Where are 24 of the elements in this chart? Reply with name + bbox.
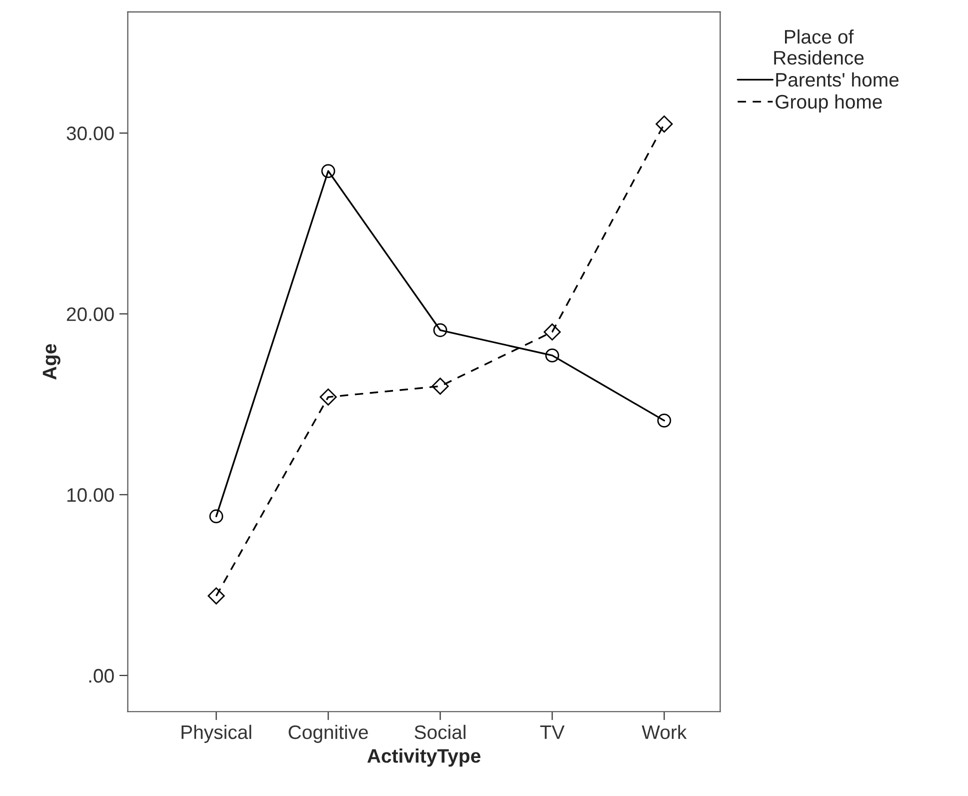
point [209,509,224,524]
y-axis-title: Age [42,344,60,380]
x-tick-label: Physical [182,724,252,743]
x-tick-label: TV [540,726,565,739]
legend-label: Group home [776,94,882,113]
y-tick-label: 10.00 [67,488,114,502]
point [321,164,336,178]
y-tick-label: 20.00 [66,307,114,322]
x-tick-label: Work [642,724,687,740]
point [656,115,673,133]
point [545,348,560,362]
x-tick-label: Social [414,724,466,740]
point [320,388,337,406]
point [433,323,448,338]
legend-label: Parents' home [776,72,899,87]
point [544,323,561,340]
point [208,587,225,604]
y-tick-label: .00 [89,668,114,683]
point [432,378,449,395]
y-tick-label: 30.00 [66,126,114,140]
x-tick-label: Cognitive [288,724,368,743]
legend-title: Place of Residence [774,29,864,65]
point [657,414,672,428]
x-axis-title: ActivityType [367,748,480,767]
